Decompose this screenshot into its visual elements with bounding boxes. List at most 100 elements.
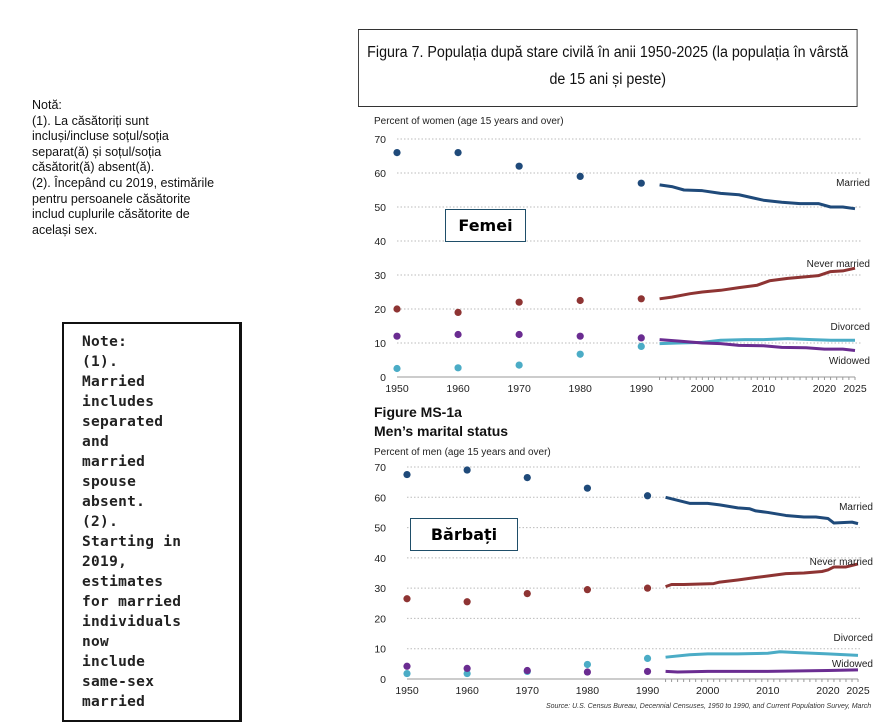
data-point-never_married bbox=[643, 584, 652, 592]
data-point-divorced bbox=[576, 350, 584, 358]
y-tick-label: 10 bbox=[374, 338, 386, 350]
series-line-never_married bbox=[659, 266, 856, 301]
data-point-married bbox=[393, 149, 401, 157]
x-tick-label: 1950 bbox=[385, 383, 409, 395]
data-point-widowed bbox=[515, 330, 523, 339]
y-tick-label: 10 bbox=[374, 644, 386, 656]
x-tick-label: 1970 bbox=[507, 383, 531, 395]
data-point-never_married bbox=[393, 305, 401, 313]
data-point-married bbox=[523, 474, 531, 482]
data-point-widowed bbox=[523, 666, 531, 675]
men-chart-label: Bărbați bbox=[410, 518, 518, 551]
y-tick-label: 60 bbox=[374, 168, 386, 180]
y-tick-label: 30 bbox=[374, 270, 386, 282]
y-tick-label: 0 bbox=[380, 372, 386, 384]
series-label-widowed: Widowed bbox=[829, 356, 870, 367]
data-point-divorced bbox=[463, 669, 471, 678]
data-point-never_married bbox=[463, 598, 471, 606]
y-tick-label: 0 bbox=[380, 674, 386, 686]
y-axis-label: Percent of women (age 15 years and over) bbox=[374, 116, 564, 127]
x-tick-label: 1980 bbox=[576, 685, 600, 697]
english-note-box: Note: (1). Married includes separated an… bbox=[62, 322, 242, 722]
x-tick-label: 2000 bbox=[696, 685, 720, 697]
data-point-widowed bbox=[637, 334, 645, 342]
series-label-widowed: Widowed bbox=[832, 659, 873, 670]
x-tick-label: 1990 bbox=[636, 685, 660, 697]
x-tick-label: 2000 bbox=[691, 383, 715, 395]
data-point-divorced bbox=[583, 660, 592, 669]
figure-label-line2: Men’s marital status bbox=[374, 423, 509, 439]
y-tick-label: 60 bbox=[374, 492, 386, 504]
data-point-widowed bbox=[643, 667, 652, 676]
series-line-married bbox=[659, 183, 856, 211]
x-tick-label: 1980 bbox=[569, 383, 593, 395]
data-point-married bbox=[637, 179, 645, 187]
data-point-never_married bbox=[454, 308, 462, 316]
data-point-widowed bbox=[393, 332, 401, 340]
data-point-married bbox=[583, 484, 592, 492]
series-label-divorced: Divorced bbox=[831, 322, 870, 333]
data-point-divorced bbox=[515, 361, 523, 369]
data-point-never_married bbox=[403, 595, 411, 603]
figure-label: Figure MS-1a Men’s marital status bbox=[374, 403, 508, 441]
source-note: Source: U.S. Census Bureau, Decennial Ce… bbox=[546, 703, 871, 710]
y-tick-label: 40 bbox=[374, 553, 386, 565]
series-line-married bbox=[665, 495, 859, 526]
series-label-married: Married bbox=[836, 178, 870, 189]
x-tick-label: 1950 bbox=[395, 685, 419, 697]
series-label-never_married: Never married bbox=[807, 259, 870, 270]
y-tick-label: 70 bbox=[374, 134, 386, 146]
data-point-never_married bbox=[583, 586, 592, 594]
x-tick-label: 2020 bbox=[813, 383, 837, 395]
data-point-married bbox=[643, 492, 652, 500]
data-point-married bbox=[463, 466, 471, 474]
data-point-widowed bbox=[454, 330, 462, 339]
series-line-never_married bbox=[665, 562, 859, 589]
romanian-note: Notă: (1). La căsătoriți sunt incluși/in… bbox=[32, 98, 215, 237]
x-tick-label: 2025 bbox=[843, 383, 867, 395]
data-point-never_married bbox=[576, 296, 584, 305]
data-point-married bbox=[403, 470, 411, 479]
data-point-never_married bbox=[515, 298, 523, 306]
series-label-married: Married bbox=[839, 502, 873, 513]
data-point-married bbox=[576, 172, 584, 180]
x-tick-label: 2010 bbox=[752, 383, 776, 395]
figure-label-line1: Figure MS-1a bbox=[374, 404, 462, 420]
data-point-divorced bbox=[403, 669, 411, 678]
women-chart-label: Femei bbox=[445, 209, 526, 242]
y-tick-label: 20 bbox=[374, 613, 386, 625]
series-line-widowed bbox=[665, 668, 859, 674]
y-tick-label: 30 bbox=[374, 583, 386, 595]
data-point-married bbox=[454, 149, 462, 157]
x-tick-label: 2025 bbox=[846, 685, 870, 697]
data-point-widowed bbox=[583, 668, 592, 676]
data-point-divorced bbox=[393, 364, 401, 373]
series-label-divorced: Divorced bbox=[834, 633, 873, 644]
x-tick-label: 1960 bbox=[455, 685, 479, 697]
data-point-never_married bbox=[637, 295, 645, 303]
series-line-divorced bbox=[665, 650, 859, 659]
series-line-widowed bbox=[659, 338, 856, 352]
y-tick-label: 40 bbox=[374, 236, 386, 248]
y-tick-label: 20 bbox=[374, 304, 386, 316]
data-point-divorced bbox=[454, 364, 462, 372]
x-tick-label: 2010 bbox=[756, 685, 780, 697]
x-tick-label: 1960 bbox=[446, 383, 470, 395]
data-point-widowed bbox=[576, 332, 584, 340]
data-point-never_married bbox=[523, 589, 531, 598]
figure-title: Figura 7. Populația după stare civilă în… bbox=[358, 29, 858, 107]
series-label-never_married: Never married bbox=[810, 557, 873, 568]
data-point-divorced bbox=[643, 654, 652, 663]
data-point-widowed bbox=[403, 662, 411, 670]
y-tick-label: 70 bbox=[374, 462, 386, 474]
data-point-divorced bbox=[637, 342, 645, 350]
x-tick-label: 2020 bbox=[816, 685, 840, 697]
data-point-married bbox=[515, 162, 523, 170]
x-tick-label: 1990 bbox=[630, 383, 654, 395]
x-tick-label: 1970 bbox=[516, 685, 540, 697]
data-point-widowed bbox=[463, 664, 471, 673]
y-tick-label: 50 bbox=[374, 202, 386, 214]
y-tick-label: 50 bbox=[374, 523, 386, 535]
y-axis-label: Percent of men (age 15 years and over) bbox=[374, 447, 551, 458]
